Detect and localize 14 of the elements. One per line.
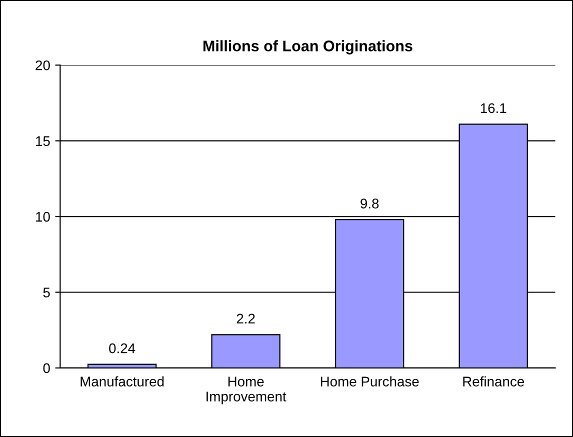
y-tick-label: 5 xyxy=(43,288,50,298)
x-tick-label: Home Improvement xyxy=(206,376,286,404)
data-label: 2.2 xyxy=(236,314,255,324)
data-label: 0.24 xyxy=(109,343,136,354)
x-tick-label: Home Purchase xyxy=(320,376,419,386)
y-tick-label: 20 xyxy=(36,60,50,70)
chart-title: Millions of Loan Originations xyxy=(203,40,412,54)
data-label: 16.1 xyxy=(480,103,506,114)
data-label: 9.8 xyxy=(360,198,379,208)
y-tick-label: 15 xyxy=(36,136,50,146)
y-tick-label: 10 xyxy=(36,212,50,222)
y-tick-label: 0 xyxy=(43,363,50,374)
x-tick-label: Refinance xyxy=(463,376,524,386)
x-tick-label: Manufactured xyxy=(80,376,164,386)
